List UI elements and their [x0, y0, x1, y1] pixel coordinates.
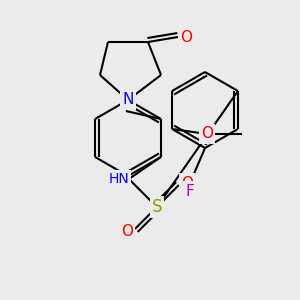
Text: O: O	[201, 127, 213, 142]
Text: O: O	[181, 176, 193, 190]
Text: S: S	[152, 198, 162, 216]
Text: O: O	[180, 29, 192, 44]
Text: N: N	[122, 92, 134, 107]
Text: O: O	[121, 224, 133, 238]
Text: F: F	[186, 184, 194, 199]
Text: HN: HN	[109, 172, 129, 186]
